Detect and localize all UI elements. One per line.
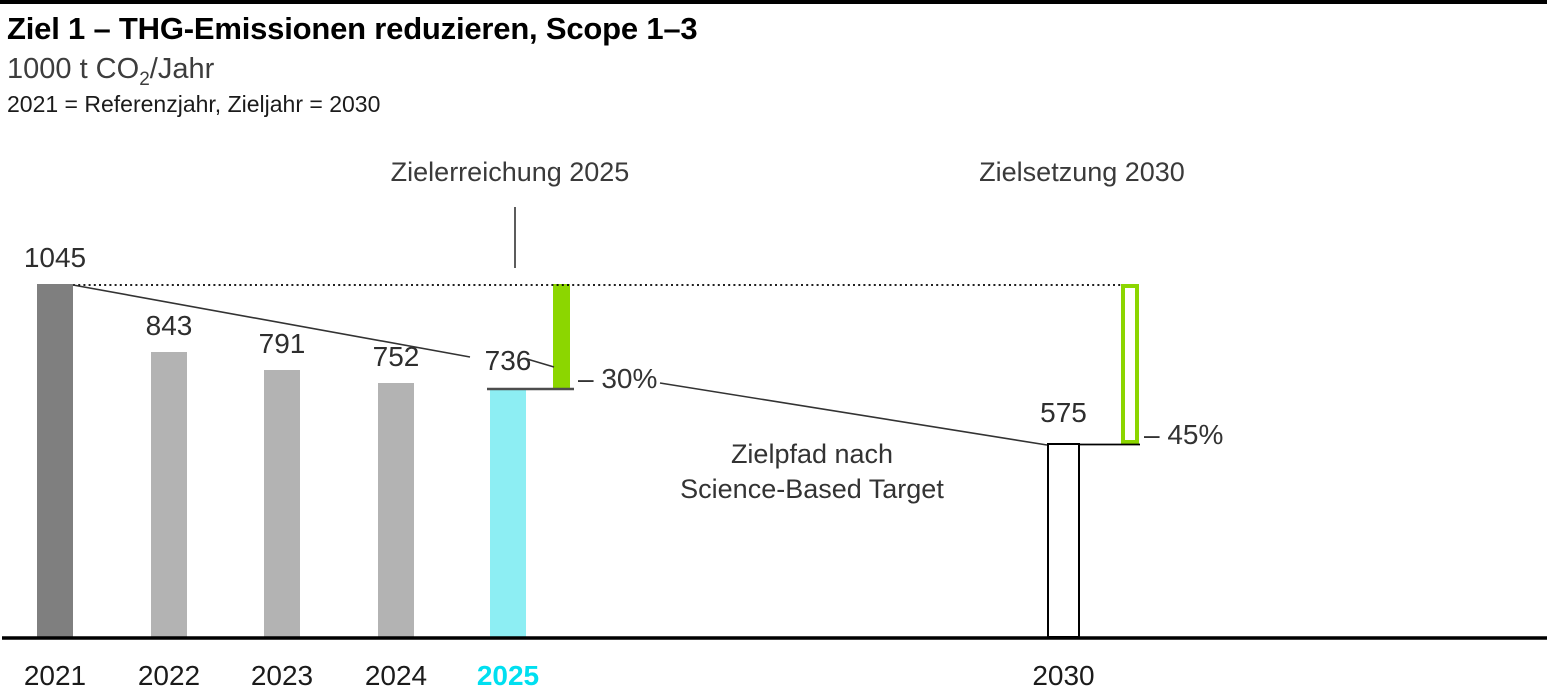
year-label-2022: 2022 xyxy=(137,660,201,691)
value-label-2022: 843 xyxy=(145,310,193,342)
bar-2030 xyxy=(1047,443,1080,638)
reduction-marker-2025 xyxy=(553,284,570,390)
reduction-pct-2025: – 30% xyxy=(578,363,658,394)
bar-2022 xyxy=(151,352,187,638)
trend-line-2021-2025 xyxy=(72,284,471,358)
target-2030-label: Zielsetzung 2030 xyxy=(979,157,1185,187)
value-label-2030: 575 xyxy=(1040,397,1087,429)
value-label-2025: 736 xyxy=(484,344,532,376)
year-label-2023: 2023 xyxy=(250,660,314,691)
year-label-2030: 2030 xyxy=(1032,660,1095,691)
unit-suffix: /Jahr xyxy=(149,53,215,85)
value-label-2023: 791 xyxy=(258,328,306,359)
chart-unit-label: 1000 t CO2/Jahr xyxy=(7,53,214,91)
year-label-2021: 2021 xyxy=(23,660,87,691)
unit-subscript: 2 xyxy=(139,68,150,90)
trend-line-2025-2030 xyxy=(659,382,1048,446)
pathway-line2: Science-Based Target xyxy=(680,474,944,504)
chart-title: Ziel 1 – THG-Emissionen reduzieren, Scop… xyxy=(7,11,698,46)
year-label-2025: 2025 xyxy=(476,660,540,691)
reference-note: 2021 = Referenzjahr, Zieljahr = 2030 xyxy=(7,91,381,117)
unit-prefix: 1000 t CO xyxy=(7,53,140,85)
bar-2021 xyxy=(37,284,73,638)
bar-2023 xyxy=(264,370,300,638)
achievement-2025-label: Zielerreichung 2025 xyxy=(390,157,630,187)
value-label-2021: 1045 xyxy=(23,242,87,273)
reduction-pct-2030: – 45% xyxy=(1144,419,1224,450)
bar-2024 xyxy=(378,383,414,638)
year-label-2024: 2024 xyxy=(364,660,428,691)
bar-2025 xyxy=(490,388,526,638)
reduction-marker-2030 xyxy=(1121,284,1139,444)
top-rule xyxy=(0,0,1547,4)
pathway-annotation: Zielpfad nach Science-Based Target xyxy=(642,437,982,507)
pathway-line1: Zielpfad nach xyxy=(730,439,894,469)
connector-736 xyxy=(526,358,555,368)
